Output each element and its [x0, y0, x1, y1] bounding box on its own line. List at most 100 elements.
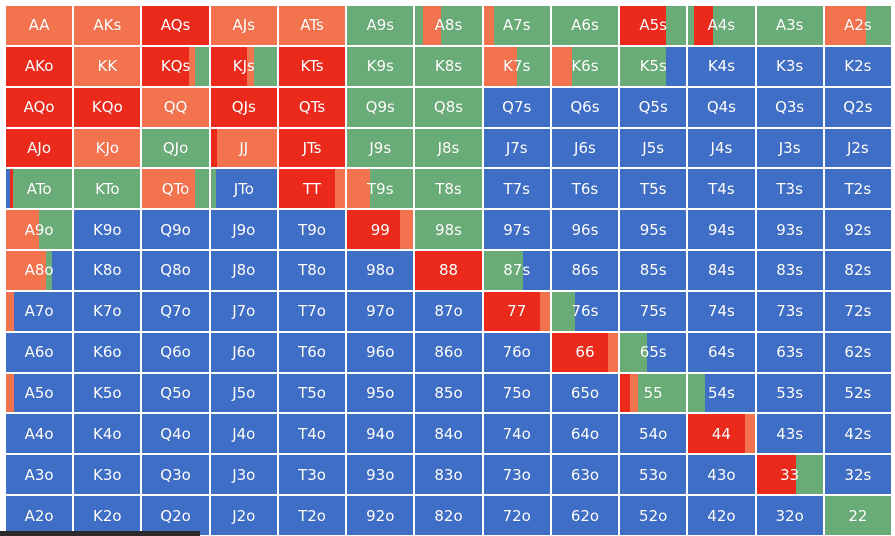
hand-cell-j7s[interactable]: J7s: [483, 128, 550, 168]
hand-cell-t7o[interactable]: T7o: [278, 291, 346, 331]
hand-cell-aqo[interactable]: AQo: [6, 87, 73, 127]
hand-cell-t5s[interactable]: T5s: [620, 169, 687, 209]
hand-cell-ajo[interactable]: AJo: [6, 128, 73, 168]
hand-cell-75s[interactable]: 75s: [620, 291, 687, 331]
hand-cell-53o[interactable]: 53o: [620, 455, 687, 495]
hand-cell-64o[interactable]: 64o: [551, 414, 619, 454]
hand-cell-22[interactable]: 22: [824, 496, 891, 535]
hand-cell-77[interactable]: 77: [483, 291, 550, 331]
hand-cell-a3o[interactable]: A3o: [6, 455, 73, 495]
hand-cell-k3o[interactable]: K3o: [74, 455, 141, 495]
hand-cell-85s[interactable]: 85s: [620, 251, 687, 290]
hand-cell-97s[interactable]: 97s: [483, 210, 550, 250]
hand-cell-q6o[interactable]: Q6o: [142, 332, 209, 372]
hand-cell-33[interactable]: 33: [756, 455, 823, 495]
hand-cell-qjo[interactable]: QJo: [142, 128, 209, 168]
hand-cell-q2o[interactable]: Q2o: [142, 496, 209, 535]
hand-cell-kts[interactable]: KTs: [278, 46, 346, 86]
hand-cell-jto[interactable]: JTo: [210, 169, 277, 209]
hand-cell-aa[interactable]: AA: [6, 6, 73, 45]
hand-cell-j4o[interactable]: J4o: [210, 414, 277, 454]
hand-cell-t8s[interactable]: T8s: [415, 169, 482, 209]
hand-cell-j4s[interactable]: J4s: [688, 128, 755, 168]
hand-cell-k2o[interactable]: K2o: [74, 496, 141, 535]
hand-cell-j3o[interactable]: J3o: [210, 455, 277, 495]
hand-cell-63o[interactable]: 63o: [551, 455, 619, 495]
hand-cell-a3s[interactable]: A3s: [756, 6, 823, 45]
hand-cell-92o[interactable]: 92o: [347, 496, 414, 535]
hand-cell-43s[interactable]: 43s: [756, 414, 823, 454]
hand-cell-95o[interactable]: 95o: [347, 373, 414, 413]
hand-cell-86s[interactable]: 86s: [551, 251, 619, 290]
hand-cell-t5o[interactable]: T5o: [278, 373, 346, 413]
hand-cell-83s[interactable]: 83s: [756, 251, 823, 290]
hand-cell-a2s[interactable]: A2s: [824, 6, 891, 45]
hand-cell-97o[interactable]: 97o: [347, 291, 414, 331]
hand-cell-t4o[interactable]: T4o: [278, 414, 346, 454]
hand-cell-k8s[interactable]: K8s: [415, 46, 482, 86]
hand-cell-75o[interactable]: 75o: [483, 373, 550, 413]
hand-cell-ato[interactable]: ATo: [6, 169, 73, 209]
hand-cell-a4s[interactable]: A4s: [688, 6, 755, 45]
hand-cell-53s[interactable]: 53s: [756, 373, 823, 413]
hand-cell-q7o[interactable]: Q7o: [142, 291, 209, 331]
hand-cell-98s[interactable]: 98s: [415, 210, 482, 250]
hand-cell-q9o[interactable]: Q9o: [142, 210, 209, 250]
hand-cell-kjs[interactable]: KJs: [210, 46, 277, 86]
hand-cell-94s[interactable]: 94s: [688, 210, 755, 250]
hand-cell-a7o[interactable]: A7o: [6, 291, 73, 331]
hand-cell-aqs[interactable]: AQs: [142, 6, 209, 45]
hand-cell-k7o[interactable]: K7o: [74, 291, 141, 331]
hand-cell-82o[interactable]: 82o: [415, 496, 482, 535]
hand-cell-t4s[interactable]: T4s: [688, 169, 755, 209]
hand-cell-j9s[interactable]: J9s: [347, 128, 414, 168]
hand-cell-qjs[interactable]: QJs: [210, 87, 277, 127]
video-progress-bar[interactable]: [0, 531, 200, 536]
hand-cell-52s[interactable]: 52s: [824, 373, 891, 413]
hand-cell-q5o[interactable]: Q5o: [142, 373, 209, 413]
hand-cell-64s[interactable]: 64s: [688, 332, 755, 372]
hand-cell-84o[interactable]: 84o: [415, 414, 482, 454]
hand-cell-63s[interactable]: 63s: [756, 332, 823, 372]
hand-cell-qts[interactable]: QTs: [278, 87, 346, 127]
hand-cell-a2o[interactable]: A2o: [6, 496, 73, 535]
hand-cell-a5s[interactable]: A5s: [620, 6, 687, 45]
hand-cell-93s[interactable]: 93s: [756, 210, 823, 250]
hand-cell-k8o[interactable]: K8o: [74, 251, 141, 290]
hand-cell-q9s[interactable]: Q9s: [347, 87, 414, 127]
hand-cell-q3s[interactable]: Q3s: [756, 87, 823, 127]
hand-cell-j6s[interactable]: J6s: [551, 128, 619, 168]
hand-cell-t9o[interactable]: T9o: [278, 210, 346, 250]
hand-cell-j5s[interactable]: J5s: [620, 128, 687, 168]
hand-cell-99[interactable]: 99: [347, 210, 414, 250]
hand-cell-j5o[interactable]: J5o: [210, 373, 277, 413]
hand-cell-76s[interactable]: 76s: [551, 291, 619, 331]
hand-cell-ats[interactable]: ATs: [278, 6, 346, 45]
hand-cell-q2s[interactable]: Q2s: [824, 87, 891, 127]
hand-cell-qto[interactable]: QTo: [142, 169, 209, 209]
hand-cell-jts[interactable]: JTs: [278, 128, 346, 168]
hand-cell-82s[interactable]: 82s: [824, 251, 891, 290]
hand-cell-55[interactable]: 55: [620, 373, 687, 413]
hand-cell-54o[interactable]: 54o: [620, 414, 687, 454]
hand-cell-kqo[interactable]: KQo: [74, 87, 141, 127]
hand-cell-65s[interactable]: 65s: [620, 332, 687, 372]
hand-cell-96o[interactable]: 96o: [347, 332, 414, 372]
hand-cell-k6o[interactable]: K6o: [74, 332, 141, 372]
hand-cell-k4o[interactable]: K4o: [74, 414, 141, 454]
hand-cell-73o[interactable]: 73o: [483, 455, 550, 495]
hand-cell-j3s[interactable]: J3s: [756, 128, 823, 168]
hand-cell-q5s[interactable]: Q5s: [620, 87, 687, 127]
hand-cell-86o[interactable]: 86o: [415, 332, 482, 372]
hand-cell-74s[interactable]: 74s: [688, 291, 755, 331]
hand-cell-k7s[interactable]: K7s: [483, 46, 550, 86]
hand-cell-65o[interactable]: 65o: [551, 373, 619, 413]
hand-cell-j8o[interactable]: J8o: [210, 251, 277, 290]
hand-cell-t3o[interactable]: T3o: [278, 455, 346, 495]
hand-cell-q4s[interactable]: Q4s: [688, 87, 755, 127]
hand-cell-a8o[interactable]: A8o: [6, 251, 73, 290]
hand-cell-85o[interactable]: 85o: [415, 373, 482, 413]
hand-cell-jj[interactable]: JJ: [210, 128, 277, 168]
hand-cell-t7s[interactable]: T7s: [483, 169, 550, 209]
hand-cell-q8o[interactable]: Q8o: [142, 251, 209, 290]
